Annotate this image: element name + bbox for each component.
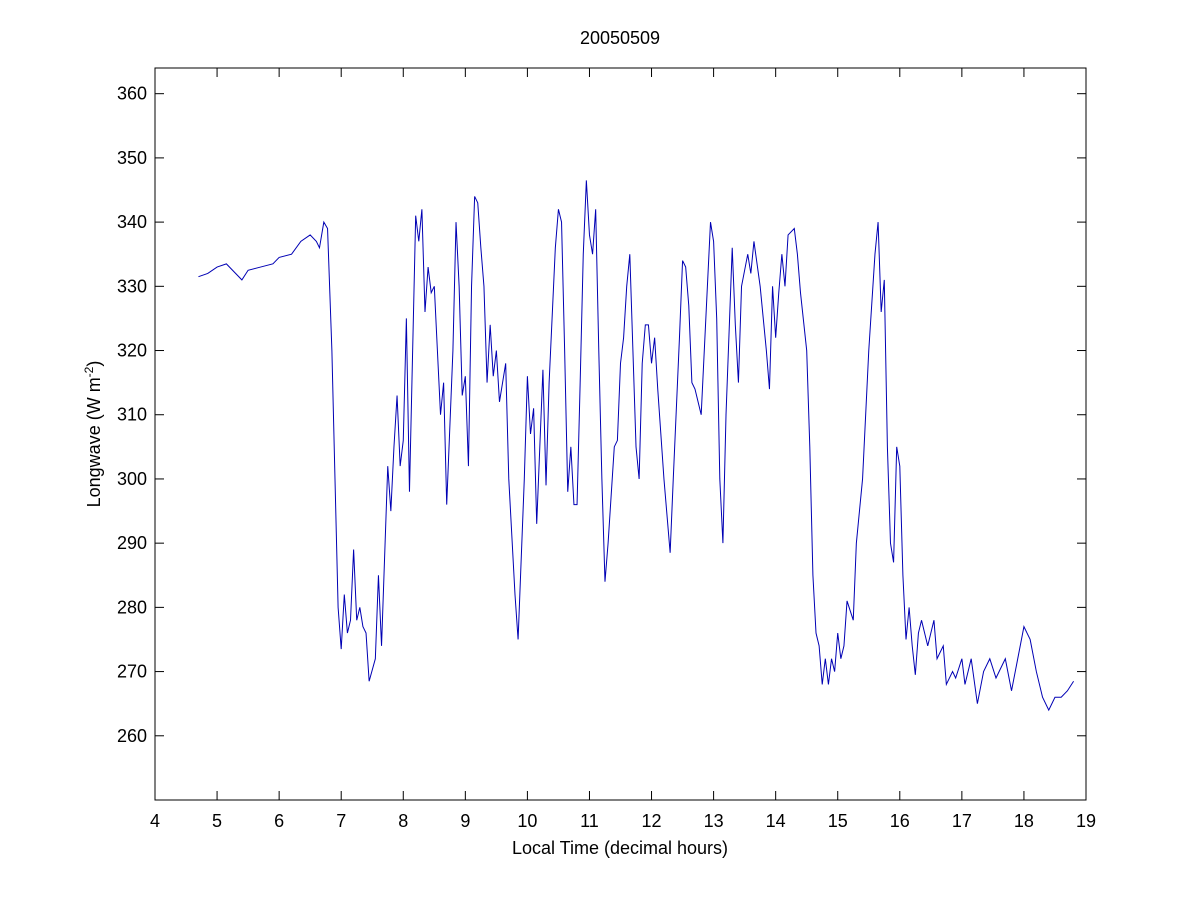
- data-line: [198, 180, 1075, 712]
- y-tick-label: 280: [117, 597, 147, 617]
- y-label-sup: -2: [82, 366, 96, 377]
- x-axis-label: Local Time (decimal hours): [512, 838, 728, 858]
- y-tick-label: 270: [117, 662, 147, 682]
- x-tick-label: 19: [1076, 811, 1096, 831]
- chart-title: 20050509: [580, 28, 660, 48]
- x-tick-label: 17: [952, 811, 972, 831]
- x-tick-label: 15: [828, 811, 848, 831]
- y-tick-label: 300: [117, 469, 147, 489]
- x-tick-label: 9: [460, 811, 470, 831]
- x-tick-label: 13: [704, 811, 724, 831]
- y-tick-label: 350: [117, 148, 147, 168]
- x-tick-label: 4: [150, 811, 160, 831]
- y-tick-label: 260: [117, 726, 147, 746]
- x-tick-label: 5: [212, 811, 222, 831]
- y-tick-label: 310: [117, 405, 147, 425]
- y-label-end: ): [84, 361, 104, 367]
- y-tick-label: 330: [117, 276, 147, 296]
- y-label-main: Longwave (W m: [84, 377, 104, 507]
- x-tick-label: 8: [398, 811, 408, 831]
- x-tick-label: 18: [1014, 811, 1034, 831]
- x-tick-label: 12: [642, 811, 662, 831]
- y-tick-label: 290: [117, 533, 147, 553]
- x-tick-label: 16: [890, 811, 910, 831]
- y-tick-label: 320: [117, 341, 147, 361]
- x-tick-label: 7: [336, 811, 346, 831]
- x-tick-label: 14: [766, 811, 786, 831]
- y-tick-label: 340: [117, 212, 147, 232]
- x-tick-label: 10: [517, 811, 537, 831]
- y-axis-label: Longwave (W m-2): [82, 361, 104, 508]
- x-tick-label: 6: [274, 811, 284, 831]
- y-tick-label: 360: [117, 84, 147, 104]
- x-tick-label: 11: [580, 811, 599, 831]
- plot-frame: [154, 67, 1087, 801]
